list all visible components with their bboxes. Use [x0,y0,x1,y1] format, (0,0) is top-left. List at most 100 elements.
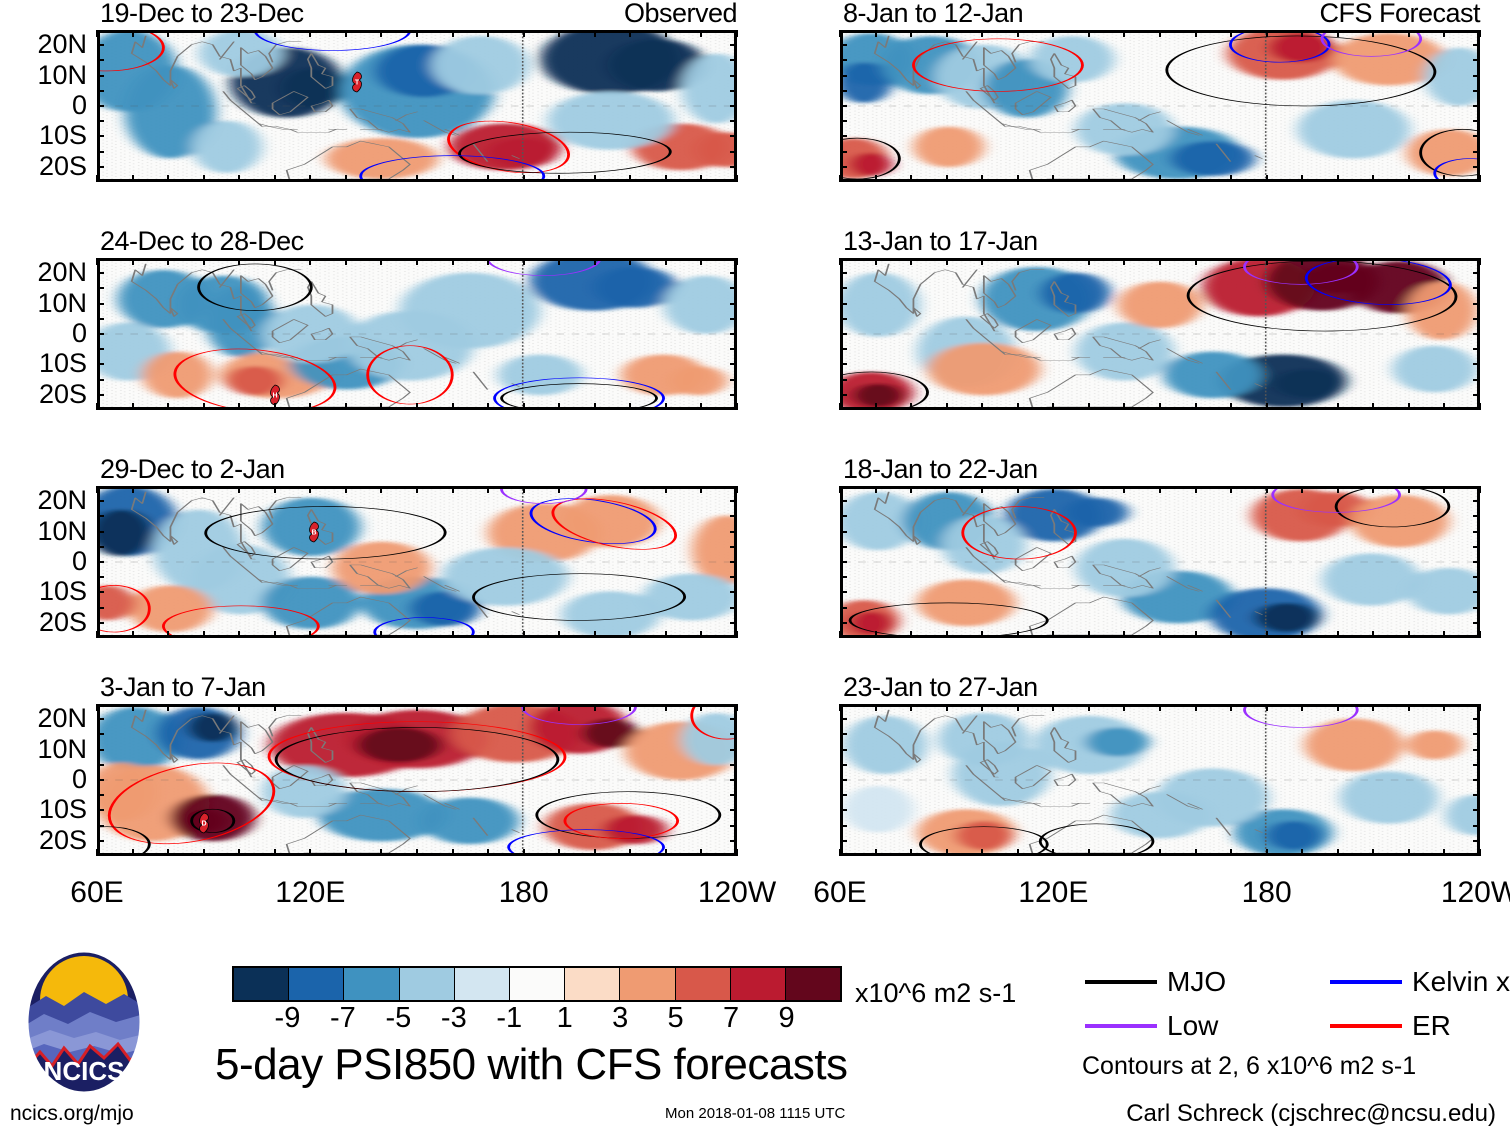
x-tickmark [910,704,913,711]
y-tickmark [730,718,737,721]
x-tickmark [1194,631,1197,638]
x-tickmark [945,849,948,856]
colorbar-tick-7: 7 [723,1002,740,1034]
y-tickmark [1473,59,1480,62]
y-tickmark [97,839,104,842]
x-tickmark [700,258,703,265]
y-tickmark [730,135,737,138]
map-panel-fcs-2[interactable] [840,258,1480,410]
x-tickmark [273,258,276,265]
legend-item-kelvin-x2: Kelvin x2 [1330,968,1510,996]
y-tickmark [97,150,104,153]
x-tickmark [874,175,877,182]
y-tickmark [730,120,737,123]
y-tickmark [97,272,104,275]
y-tickmark [840,500,847,503]
y-tickmark [1473,302,1480,305]
colorbar-swatch-5 [509,968,566,1000]
x-tickmark [416,631,418,638]
x-tickmark [1301,403,1304,410]
y-tick-10S: 10S [38,794,87,825]
x-tickmark [700,486,703,493]
y-tickmark [730,272,737,275]
x-tickmark [1052,704,1055,711]
map-panel-fcs-4[interactable] [840,704,1480,856]
x-tickmark [1479,175,1481,182]
x-tickmark [1123,258,1126,265]
y-tick-20S: 20S [38,606,87,637]
map-panel-obs-1[interactable] [97,30,737,182]
x-tickmark [1087,849,1090,856]
x-tickmark [1194,704,1197,711]
y-tickmark [840,561,847,563]
svg-text:T: T [354,79,359,86]
y-tickmark [840,545,847,548]
x-tickmark [1087,403,1090,410]
y-tickmark [1473,576,1480,579]
y-tickmark [97,44,104,47]
x-tickmark [487,486,490,493]
y-tickmark [1473,89,1480,92]
colorbar-swatch-4 [454,968,510,1000]
svg-text:B: B [311,529,316,536]
map-panel-obs-3[interactable] [97,486,737,638]
y-tickmark [97,378,104,381]
y-tickmark [840,794,847,797]
y-tickmark [730,59,737,62]
y-tickmark [840,272,847,275]
y-tickmark [730,606,737,609]
x-tickmark [309,403,312,410]
storm-symbol-obs-3: B [306,521,322,543]
x-tickmark [1230,704,1233,711]
x-tickmark [380,486,383,493]
figure-title: 5-day PSI850 with CFS forecasts [215,1040,848,1089]
x-tickmark [131,849,134,856]
x-tickmark [167,486,170,493]
y-tickmark [1473,348,1480,351]
panel-title-fcs-2: 13-Jan to 17-Jan [843,226,1038,256]
map-panel-obs-2[interactable] [97,258,737,410]
ncics-logo: NCICS [24,948,144,1096]
y-tickmark [730,515,737,518]
y-tickmark [97,606,104,609]
y-tickmark [730,809,737,812]
x-tickmark [593,258,596,265]
y-tickmark [730,393,737,396]
y-tickmark [730,733,737,736]
site-url[interactable]: ncics.org/mjo [10,1102,134,1125]
y-tickmark [840,576,847,579]
x-tickmark [131,175,134,182]
y-tickmark [97,500,104,503]
y-tickmark [730,779,737,781]
map-panel-fcs-3[interactable] [840,486,1480,638]
x-tickmark [664,631,667,638]
y-tickmark [1473,150,1480,153]
y-tickmark [730,621,737,624]
x-tickmark [273,30,276,37]
y-tickmark [730,317,737,320]
x-tickmark [167,258,170,265]
y-tickmark [97,591,104,594]
y-tick-10S: 10S [38,576,87,607]
x-tickmark [1372,403,1375,410]
x-tickmark [1407,403,1410,410]
x-tickmark [736,175,738,182]
y-tickmark [97,348,104,351]
legend-line-mjo [1085,980,1157,984]
x-tickmark [664,258,667,265]
x-tickmark [487,631,490,638]
x-tickmark [131,631,134,638]
x-tickmark [202,30,205,37]
x-tickmark [1479,849,1481,856]
x-tickmark [1301,486,1304,493]
map-panel-obs-4[interactable] [97,704,737,856]
y-tickmark [97,763,104,766]
map-panel-fcs-1[interactable] [840,30,1480,182]
x-tickmark [558,403,561,410]
y-tick-20S: 20S [38,824,87,855]
x-tickmark [736,403,738,410]
y-tick-10N: 10N [37,287,87,318]
x-tickmark [131,403,134,410]
x-tickmark [487,258,490,265]
y-tick-10N: 10N [37,733,87,764]
